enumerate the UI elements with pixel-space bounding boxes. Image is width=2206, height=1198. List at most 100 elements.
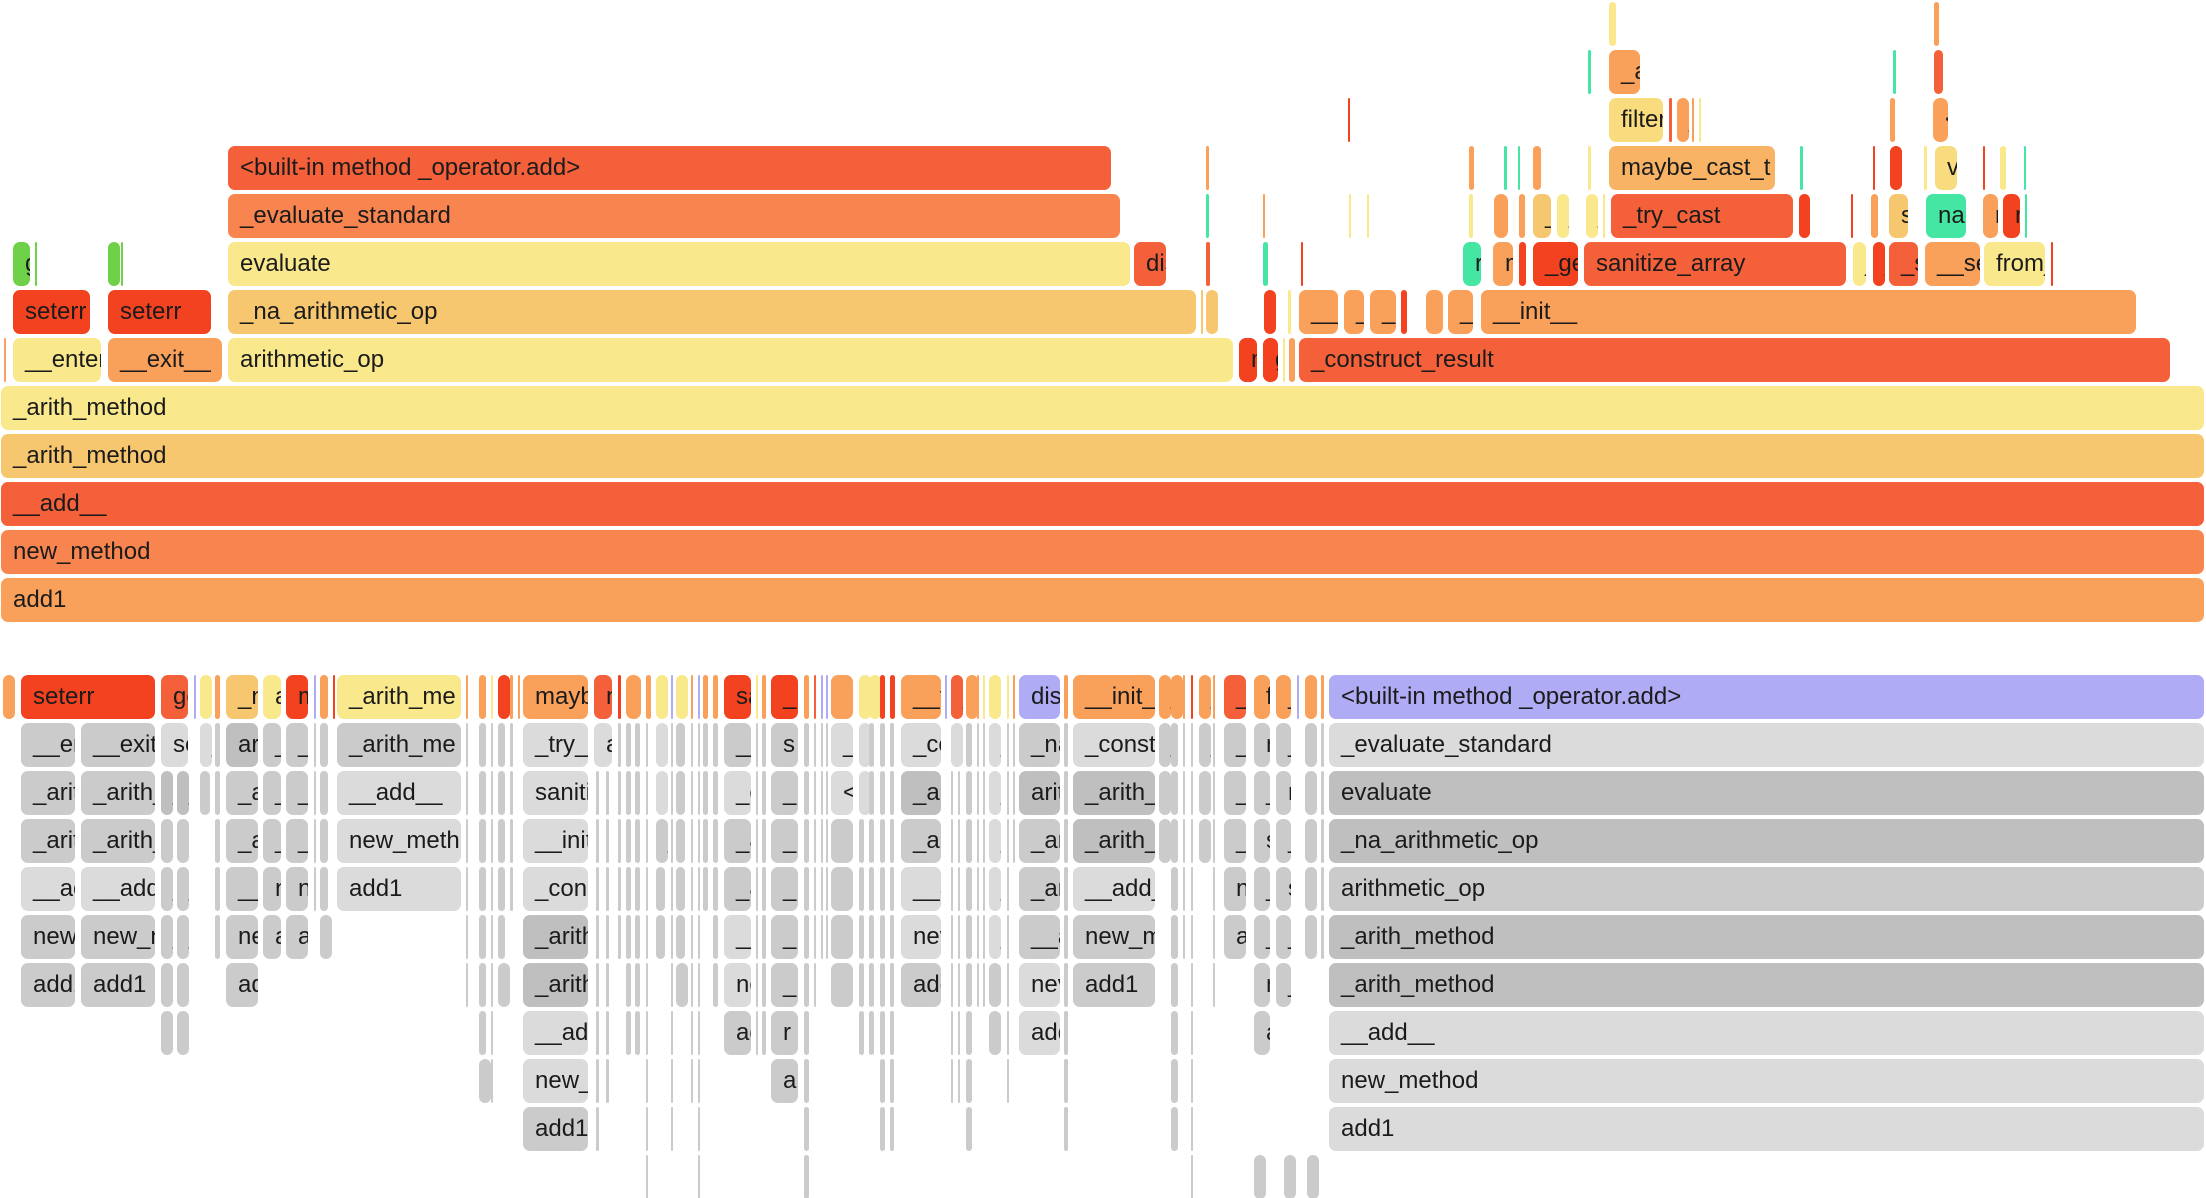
flame-frame[interactable] xyxy=(804,867,809,911)
flame-frame[interactable] xyxy=(320,867,328,911)
flame-frame[interactable] xyxy=(691,867,693,911)
flame-frame[interactable] xyxy=(826,915,828,959)
flame-frame[interactable]: _arit xyxy=(21,819,75,863)
flame-frame[interactable] xyxy=(890,867,894,911)
flame-frame[interactable]: arithmetic_op xyxy=(1329,867,2204,911)
flame-frame[interactable] xyxy=(890,1059,894,1103)
flame-frame[interactable] xyxy=(1064,1059,1068,1103)
flame-frame[interactable] xyxy=(1519,242,1526,286)
flame-frame[interactable] xyxy=(1206,194,1209,238)
flame-frame[interactable]: _ xyxy=(263,819,281,863)
flame-frame[interactable] xyxy=(1851,194,1853,238)
flame-frame[interactable] xyxy=(762,771,766,815)
flame-frame[interactable] xyxy=(756,867,758,911)
flame-frame[interactable]: r xyxy=(498,675,510,719)
flame-frame[interactable]: <built-in method _operator.add> xyxy=(1329,675,2204,719)
flame-frame[interactable]: r xyxy=(1171,675,1183,719)
flame-frame[interactable] xyxy=(1191,771,1193,815)
flame-frame[interactable]: _ xyxy=(771,867,798,911)
flame-frame[interactable]: __add__ xyxy=(1329,1011,2204,1055)
flame-frame[interactable]: ad xyxy=(724,1011,751,1055)
flame-frame[interactable]: _na_arithmetic_op xyxy=(228,290,1196,334)
flame-frame[interactable] xyxy=(698,915,700,959)
flame-frame[interactable] xyxy=(314,723,316,767)
flame-frame[interactable] xyxy=(1007,1011,1009,1055)
flame-frame[interactable]: _arith_ xyxy=(81,819,155,863)
flame-frame[interactable] xyxy=(756,771,758,815)
flame-frame[interactable] xyxy=(466,867,468,911)
flame-frame[interactable] xyxy=(831,675,853,719)
flame-frame[interactable] xyxy=(762,963,766,1007)
flame-frame[interactable]: _ xyxy=(177,867,189,911)
flame-frame[interactable] xyxy=(606,915,609,959)
flame-frame[interactable] xyxy=(596,867,599,911)
flame-frame[interactable] xyxy=(510,723,513,767)
flame-frame[interactable]: r xyxy=(1463,242,1481,286)
flame-frame[interactable]: a xyxy=(161,1011,173,1055)
flame-frame[interactable]: i xyxy=(966,675,978,719)
flame-frame[interactable]: a xyxy=(263,675,281,719)
flame-frame[interactable] xyxy=(804,1107,809,1151)
flame-frame[interactable]: __fi xyxy=(1299,290,1338,334)
flame-frame[interactable] xyxy=(762,819,766,863)
flame-frame[interactable] xyxy=(804,1155,809,1198)
flame-frame[interactable] xyxy=(691,771,693,815)
flame-frame[interactable] xyxy=(826,819,828,863)
flame-frame[interactable] xyxy=(1007,723,1009,767)
flame-frame[interactable] xyxy=(1213,963,1215,1007)
flame-frame[interactable] xyxy=(1007,867,1009,911)
flame-frame[interactable] xyxy=(491,1059,493,1103)
flame-frame[interactable] xyxy=(635,963,640,1007)
flame-frame[interactable]: m xyxy=(1276,771,1291,815)
flame-frame[interactable] xyxy=(676,723,685,767)
flame-frame[interactable] xyxy=(2051,242,2053,286)
flame-frame[interactable] xyxy=(698,819,700,863)
flame-frame[interactable] xyxy=(1934,50,1943,94)
flame-frame[interactable]: disp xyxy=(1019,675,1060,719)
flame-frame[interactable] xyxy=(1007,915,1009,959)
flame-frame[interactable]: nev xyxy=(901,915,941,959)
flame-frame[interactable]: _a xyxy=(1609,50,1640,94)
flame-frame[interactable] xyxy=(1013,771,1015,815)
flame-frame[interactable] xyxy=(498,771,505,815)
flame-frame[interactable]: n xyxy=(1199,771,1211,815)
flame-frame[interactable] xyxy=(671,771,673,815)
flame-frame[interactable] xyxy=(1213,675,1215,719)
flame-frame[interactable] xyxy=(880,1107,885,1151)
flame-frame[interactable] xyxy=(698,1155,700,1198)
flame-frame[interactable] xyxy=(1213,819,1215,863)
flame-frame[interactable] xyxy=(977,819,979,863)
flame-frame[interactable] xyxy=(869,963,874,1007)
flame-frame[interactable]: . xyxy=(177,819,189,863)
flame-frame[interactable] xyxy=(821,915,823,959)
flame-frame[interactable]: _ xyxy=(989,819,1001,863)
flame-frame[interactable]: _arit xyxy=(21,771,75,815)
flame-frame[interactable] xyxy=(1669,98,1672,142)
flame-frame[interactable]: < xyxy=(831,771,853,815)
flame-frame[interactable] xyxy=(215,819,220,863)
flame-frame[interactable] xyxy=(2025,194,2027,238)
flame-frame[interactable] xyxy=(1183,675,1185,719)
flame-frame[interactable] xyxy=(635,867,640,911)
flame-frame[interactable] xyxy=(1213,723,1215,767)
flame-frame[interactable] xyxy=(966,771,972,815)
flame-frame[interactable]: seterr xyxy=(108,290,211,334)
flame-frame[interactable] xyxy=(703,675,708,719)
flame-frame[interactable] xyxy=(646,867,648,911)
flame-frame[interactable] xyxy=(880,867,885,911)
flame-frame[interactable]: . xyxy=(859,723,871,767)
flame-frame[interactable] xyxy=(1171,771,1178,815)
flame-frame[interactable] xyxy=(491,867,493,911)
flame-frame[interactable]: _ xyxy=(1677,98,1689,142)
flame-frame[interactable] xyxy=(977,723,979,767)
flame-frame[interactable] xyxy=(951,1011,953,1055)
flame-frame[interactable]: ad xyxy=(1224,915,1246,959)
flame-frame[interactable] xyxy=(596,963,599,1007)
flame-frame[interactable] xyxy=(596,915,599,959)
flame-frame[interactable]: new_meth xyxy=(337,819,461,863)
flame-frame[interactable]: _ xyxy=(1533,194,1551,238)
flame-frame[interactable] xyxy=(713,867,718,911)
flame-frame[interactable] xyxy=(983,915,985,959)
flame-frame[interactable] xyxy=(1064,1107,1068,1151)
flame-frame[interactable] xyxy=(618,723,621,767)
